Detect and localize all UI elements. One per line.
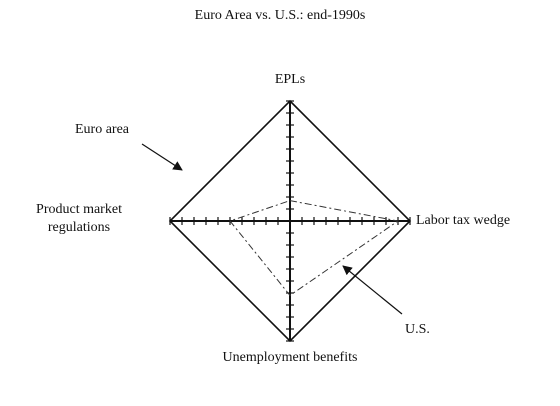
series-annotation: Euro area — [75, 122, 130, 137]
category-label: Labor tax wedge — [416, 213, 511, 228]
category-label: EPLs — [274, 72, 306, 87]
annotation-arrow — [141, 143, 183, 171]
series-polygon — [229, 200, 400, 297]
series-polygon — [168, 99, 412, 343]
category-label: Unemployment benefits — [222, 350, 358, 365]
chart-title: Euro Area vs. U.S.: end-1990s — [195, 8, 366, 23]
series-annotation: U.S. — [405, 322, 430, 337]
annotation-arrow — [342, 265, 403, 315]
category-label: Product market regulations — [36, 202, 122, 235]
